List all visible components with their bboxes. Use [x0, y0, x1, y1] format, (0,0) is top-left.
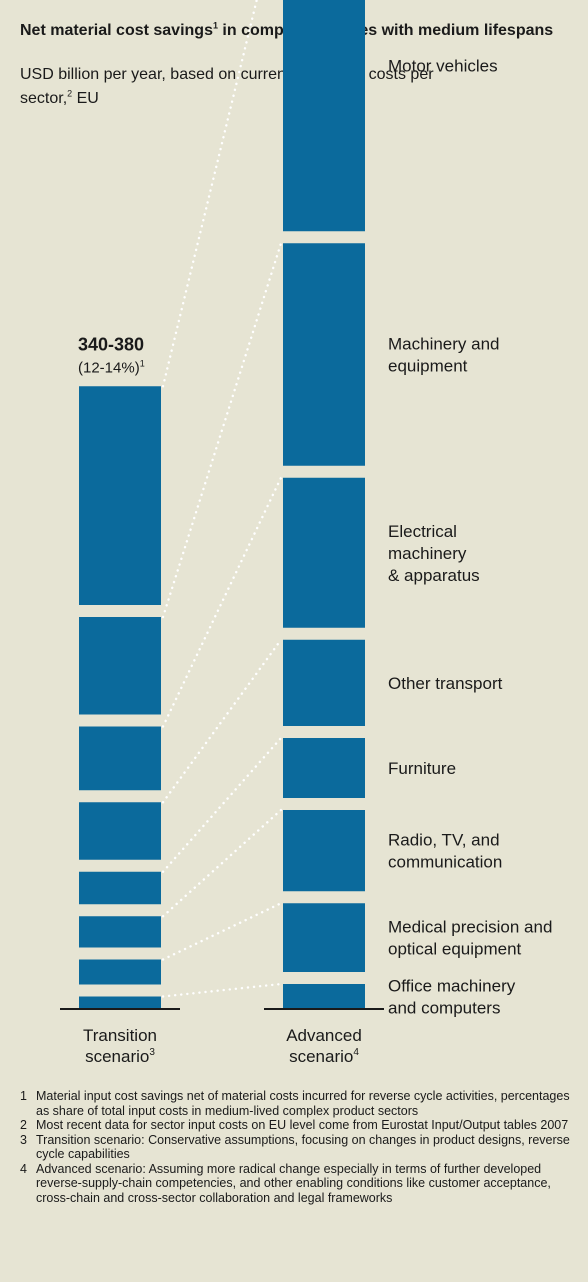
bar-transition-other-transport — [79, 802, 161, 860]
footnote-3: 3 Transition scenario: Conservative assum… — [20, 1133, 575, 1162]
segment-label-machinery: Machinery and equipment — [388, 335, 500, 376]
bar-transition-motor — [79, 386, 161, 605]
total-range-transition: 340-380 — [78, 334, 144, 354]
bar-transition-furniture — [79, 871, 161, 905]
connector-medical — [161, 902, 283, 961]
total-share-transition: (12-14%)1 — [78, 358, 145, 376]
chart-title-text: Net material cost savings — [20, 22, 213, 39]
stacked-bar-chart: Office machinery and computers Medical pre… — [60, 0, 552, 1066]
chart-title-footnote-ref: 1 — [212, 20, 218, 31]
bar-transition-radio — [79, 916, 161, 948]
chart-subtitle-footnote-ref: 2 — [67, 88, 73, 99]
segment-label-medical: Medical precision and optical equipment — [388, 918, 552, 959]
bar-transition-machinery — [79, 617, 161, 715]
footnote-4-number: 4 — [20, 1161, 27, 1176]
footnote-1-text: Material input cost savings net of mater… — [36, 1089, 570, 1118]
bar-advanced-other-transport — [283, 639, 365, 726]
bar-advanced-machinery — [283, 243, 365, 466]
footnote-1-number: 1 — [20, 1089, 27, 1103]
bar-advanced-motor — [283, 0, 365, 232]
footnote-2-text: Most recent data for sector input costs … — [36, 1118, 569, 1132]
footnote-4: 4 Advanced scenario: Assuming more radica… — [20, 1162, 575, 1206]
footnote-3-text: Transition scenario: Conservative assump… — [36, 1132, 570, 1162]
bar-transition-medical — [79, 959, 161, 985]
bar-transition-office — [79, 996, 161, 1009]
category-label-advanced: Advanced scenario4 — [286, 1026, 362, 1066]
segment-label-other-transport: Other transport — [388, 674, 503, 693]
connector-other-transport — [161, 638, 283, 804]
footnotes: 1 Material input cost savings net of mate… — [20, 1089, 575, 1205]
bar-advanced-electrical — [283, 477, 365, 628]
bar-advanced-radio — [283, 810, 365, 892]
footnote-2: 2 Most recent data for sector input costs… — [20, 1118, 575, 1133]
footnote-2-number: 2 — [20, 1118, 27, 1132]
bar-segments — [79, 0, 365, 1009]
segment-label-radio: Radio, TV, and communication — [388, 831, 502, 872]
footnote-4-text: Advanced scenario: Assuming more radical… — [36, 1161, 551, 1205]
bar-advanced-office — [283, 984, 365, 1009]
category-label-transition: Transition scenario3 — [83, 1026, 157, 1066]
chart-subtitle-text-continued: EU — [72, 90, 99, 107]
bar-advanced-medical — [283, 903, 365, 972]
connector-lines — [161, 0, 283, 998]
footnote-1: 1 Material input cost savings net of mate… — [20, 1089, 575, 1118]
connector-office — [161, 982, 283, 998]
connector-machinery — [161, 242, 283, 619]
connector-furniture — [161, 736, 283, 873]
segment-label-electrical: Electrical machinery & apparatus — [388, 522, 480, 585]
segment-label-furniture: Furniture — [388, 759, 456, 778]
bar-advanced-furniture — [283, 738, 365, 798]
bar-transition-electrical — [79, 726, 161, 791]
segment-label-motor: Motor vehicles — [388, 57, 498, 76]
segment-label-office: Office machinery and computers — [388, 977, 516, 1018]
connector-radio — [161, 808, 283, 918]
footnote-3-number: 3 — [20, 1132, 27, 1147]
connector-motor — [161, 0, 258, 388]
connector-electrical — [161, 476, 283, 728]
